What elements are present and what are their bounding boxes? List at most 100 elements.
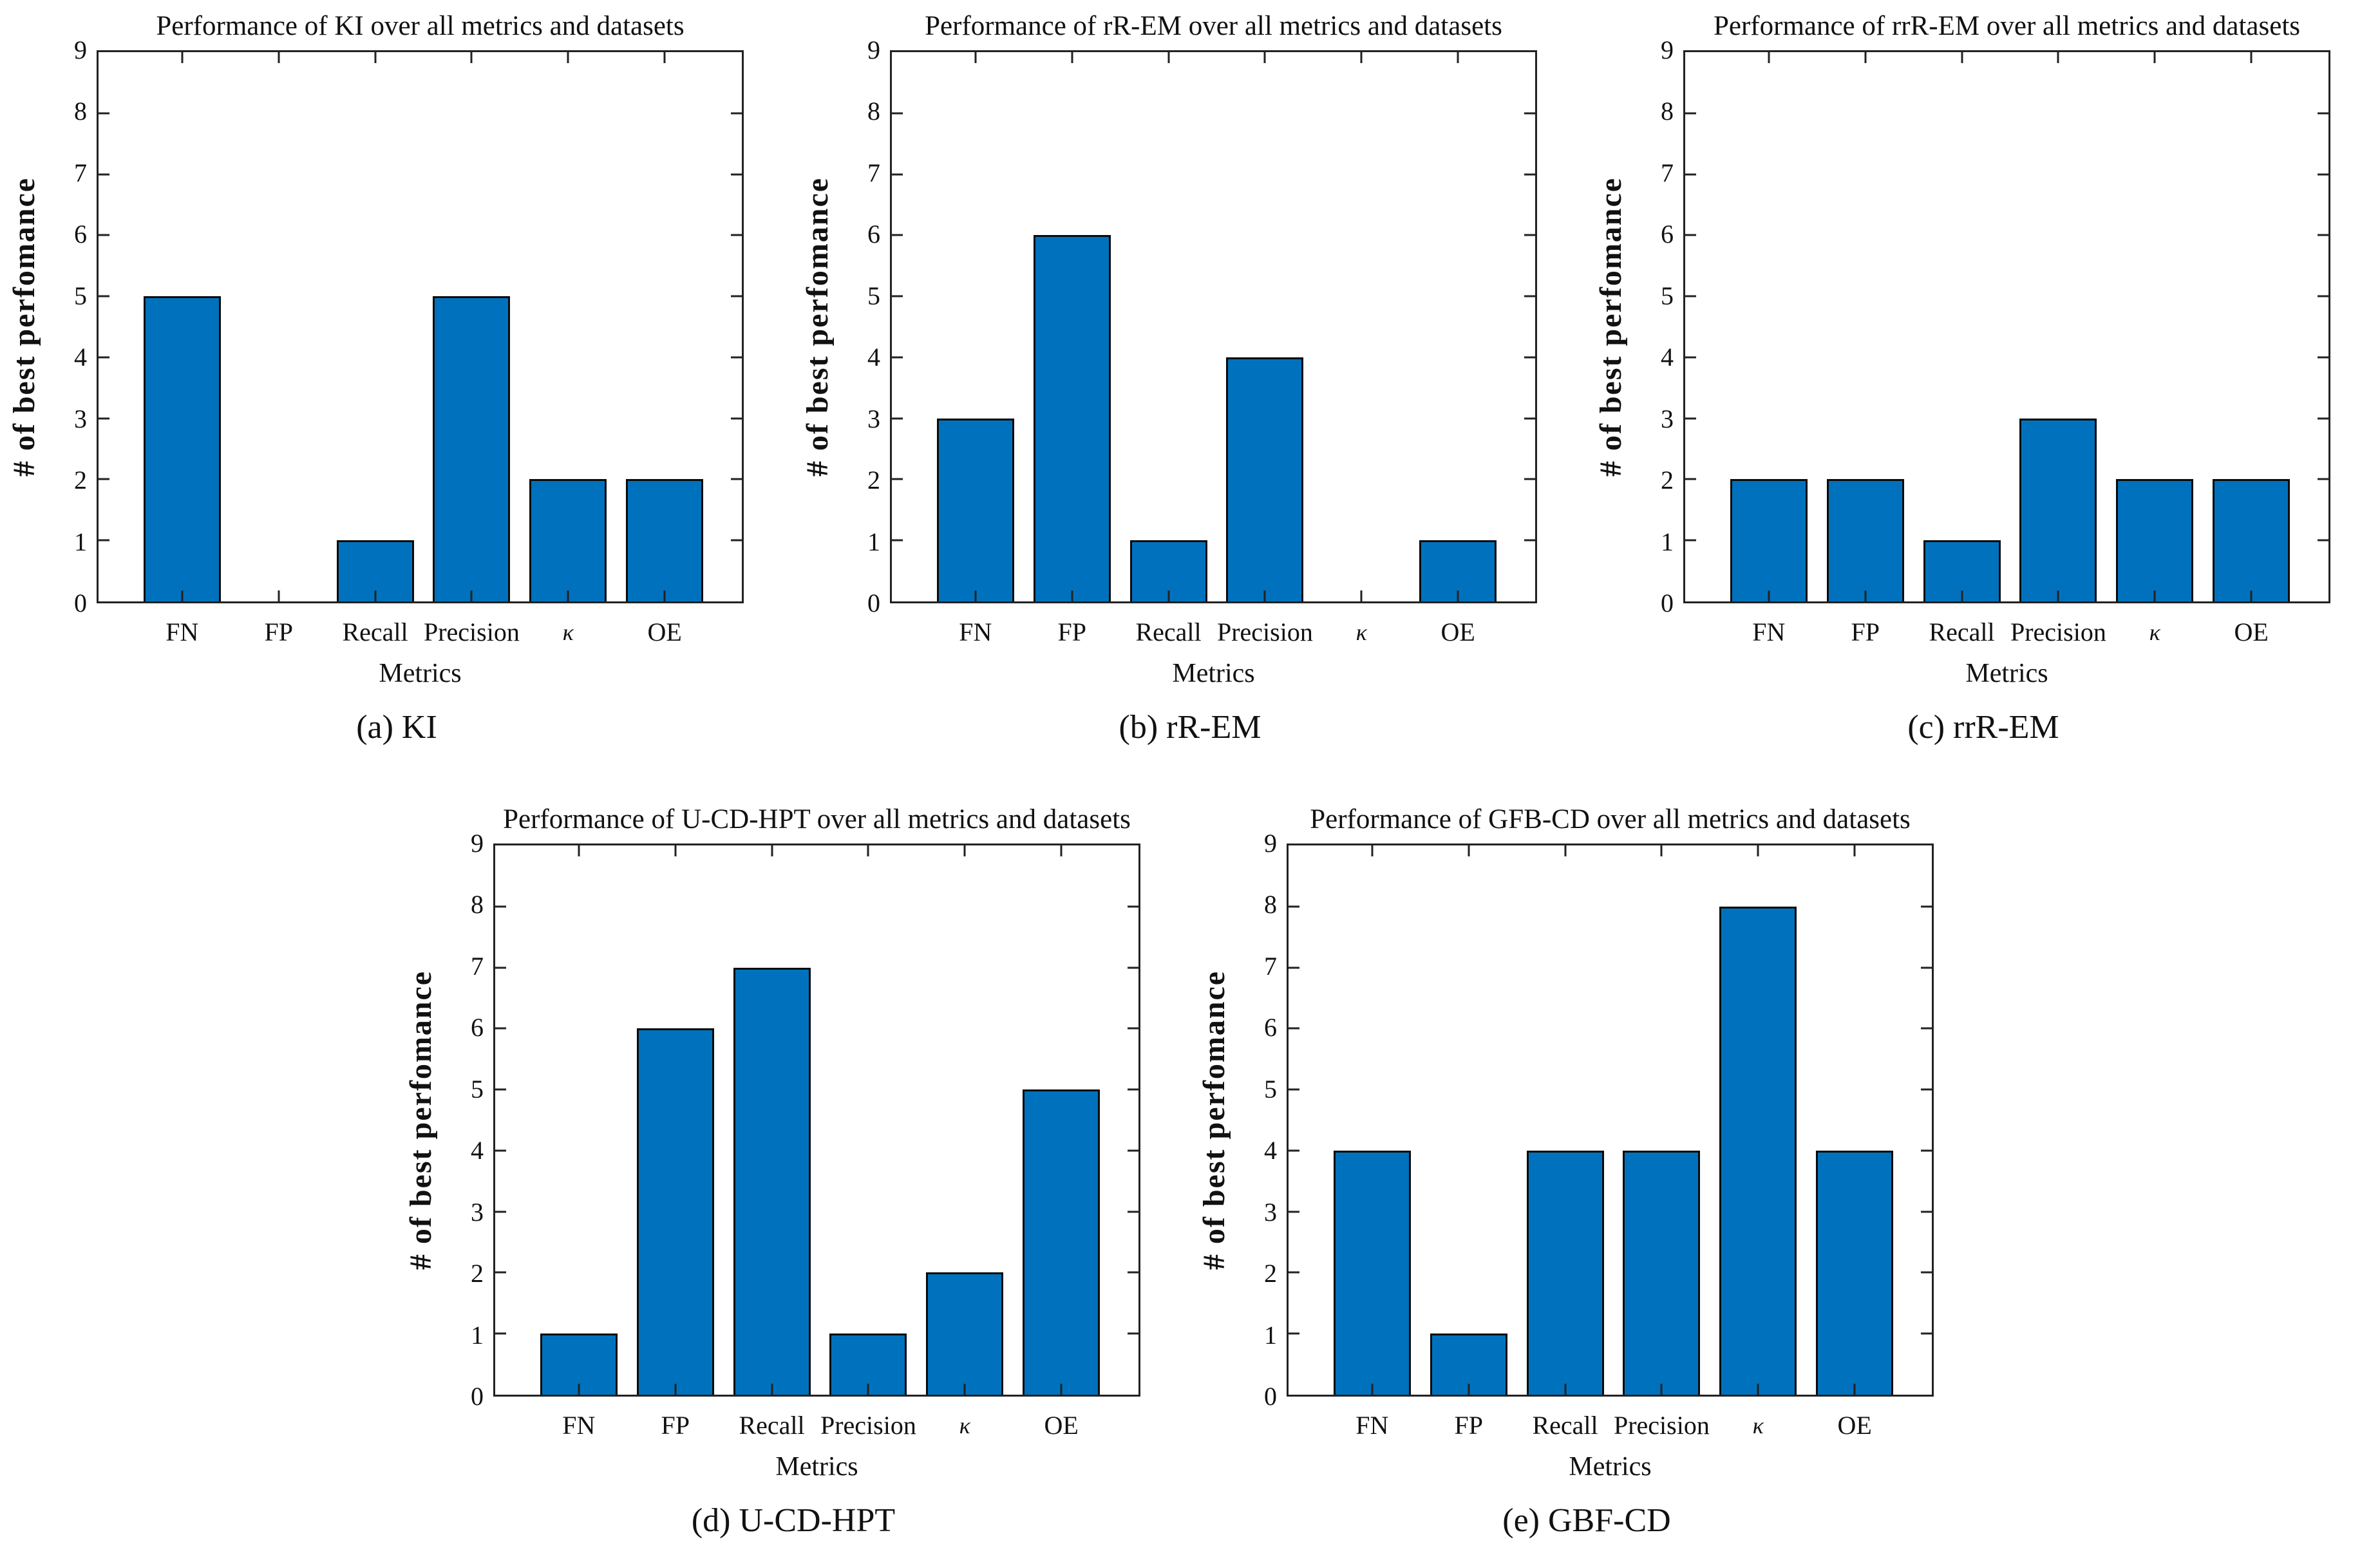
y-tick-label: 6 xyxy=(1661,220,1674,249)
y-tick-mark xyxy=(1921,905,1932,908)
y-tick-mark xyxy=(2318,295,2328,297)
y-tick-mark xyxy=(731,112,742,115)
y-axis-label: # of best perfomance xyxy=(798,50,837,603)
y-tick-mark xyxy=(99,539,109,542)
x-tick-mark xyxy=(1853,845,1856,856)
x-tick-mark xyxy=(1263,52,1266,63)
x-tick-label-precision: Precision xyxy=(423,617,520,646)
y-tick-mark xyxy=(2318,234,2328,236)
y-tick-mark xyxy=(1685,417,1696,420)
bar-precision xyxy=(433,296,511,601)
y-tick-label: 6 xyxy=(471,1013,484,1042)
bar-fp xyxy=(1033,235,1111,601)
x-tick-mark xyxy=(181,52,184,63)
y-tick-mark xyxy=(99,112,109,115)
chart-caption: (a) KI xyxy=(356,709,437,746)
y-tick-mark xyxy=(2318,112,2328,115)
chart-caption: (b) rR-EM xyxy=(1119,709,1261,746)
y-tick-mark xyxy=(1289,1211,1299,1213)
x-tick-label-κ: κ xyxy=(1355,619,1367,645)
x-tick-mark xyxy=(1167,52,1170,63)
y-tick-mark xyxy=(1289,1271,1299,1274)
y-tick-mark xyxy=(731,478,742,480)
x-tick-label-fp: FP xyxy=(264,617,293,646)
x-tick-mark xyxy=(1564,845,1567,856)
y-tick-mark xyxy=(495,1271,506,1274)
y-tick-label: 3 xyxy=(1661,404,1674,433)
y-tick-label: 7 xyxy=(471,951,484,981)
chart-title: Performance of rrR-EM over all metrics a… xyxy=(1713,11,2301,41)
y-tick-mark xyxy=(1921,1211,1932,1213)
y-tick-label: 3 xyxy=(1264,1197,1277,1227)
x-tick-labels: FN FP Recall Precision κ OE xyxy=(1685,617,2328,650)
y-tick-mark xyxy=(1128,1149,1138,1152)
x-tick-mark xyxy=(1457,590,1459,601)
y-axis-label: # of best perfomance xyxy=(1195,843,1234,1397)
y-tick-mark xyxy=(495,1211,506,1213)
y-tick-mark xyxy=(99,356,109,359)
x-tick-mark xyxy=(567,590,569,601)
x-tick-label-precision: Precision xyxy=(1613,1411,1710,1440)
y-tick-mark xyxy=(1921,1271,1932,1274)
x-tick-label-fp: FP xyxy=(1454,1411,1483,1440)
bar-chart-e: Performance of GFB-CD over all metrics a… xyxy=(1190,793,1983,1555)
x-tick-label-fn: FN xyxy=(1355,1411,1389,1440)
y-tick-label: 0 xyxy=(1264,1382,1277,1411)
y-tick-mark xyxy=(1524,356,1535,359)
bar-κ xyxy=(926,1272,1004,1395)
x-tick-label-oe: OE xyxy=(647,617,682,646)
y-tick-mark xyxy=(99,173,109,176)
chart-row-top: Performance of KI over all metrics and d… xyxy=(8,11,2330,746)
x-tick-label-κ: κ xyxy=(1752,1413,1764,1438)
x-tick-mark xyxy=(1371,1384,1374,1395)
x-tick-mark xyxy=(1468,845,1470,856)
x-tick-label-fp: FP xyxy=(1057,617,1086,646)
x-tick-mark xyxy=(578,1384,580,1395)
x-tick-labels: FN FP Recall Precision κ OE xyxy=(495,1410,1138,1444)
y-tick-label: 0 xyxy=(74,589,87,617)
y-tick-mark xyxy=(1921,1088,1932,1091)
y-tick-mark xyxy=(731,417,742,420)
y-tick-mark xyxy=(892,356,903,359)
chart-caption: (e) GBF-CD xyxy=(1502,1502,1671,1539)
bar-oe xyxy=(2213,479,2290,601)
y-tick-label: 4 xyxy=(1264,1136,1277,1165)
x-tick-mark xyxy=(974,590,977,601)
plot-area xyxy=(1287,843,1934,1397)
x-tick-mark xyxy=(1864,52,1867,63)
x-tick-mark xyxy=(1757,1384,1759,1395)
y-tick-label: 1 xyxy=(867,527,880,556)
bar-chart-d: Performance of U-CD-HPT over all metrics… xyxy=(397,793,1190,1555)
y-tick-mark xyxy=(892,173,903,176)
x-tick-mark xyxy=(1757,845,1759,856)
y-tick-label: 4 xyxy=(471,1136,484,1165)
y-tick-mark xyxy=(892,478,903,480)
x-tick-mark xyxy=(278,52,280,63)
bar-precision xyxy=(1226,357,1304,601)
x-tick-mark xyxy=(2153,52,2156,63)
x-tick-label-precision: Precision xyxy=(2010,617,2106,646)
y-tick-mark xyxy=(1524,234,1535,236)
y-tick-mark xyxy=(495,905,506,908)
y-tick-label: 9 xyxy=(1661,35,1674,64)
x-tick-mark xyxy=(2250,590,2252,601)
y-tick-label: 3 xyxy=(867,404,880,433)
y-tick-label: 8 xyxy=(471,890,484,919)
plot-area xyxy=(493,843,1140,1397)
y-axis-label-text: # of best perfomance xyxy=(800,176,835,477)
x-tick-label-κ: κ xyxy=(562,619,574,645)
x-tick-mark xyxy=(1660,845,1663,856)
y-tick-label: 3 xyxy=(471,1197,484,1227)
chart-title: Performance of U-CD-HPT over all metrics… xyxy=(503,804,1131,834)
x-tick-mark xyxy=(1961,590,1963,601)
x-tick-mark xyxy=(470,52,473,63)
y-tick-label: 5 xyxy=(74,281,87,310)
x-tick-mark xyxy=(470,590,473,601)
y-tick-label: 8 xyxy=(1661,97,1674,126)
x-tick-mark xyxy=(1071,590,1073,601)
y-tick-label: 1 xyxy=(1661,527,1674,556)
x-tick-label-oe: OE xyxy=(1044,1411,1079,1440)
chart-title: Performance of GFB-CD over all metrics a… xyxy=(1310,804,1911,834)
y-tick-label: 7 xyxy=(1661,158,1674,187)
